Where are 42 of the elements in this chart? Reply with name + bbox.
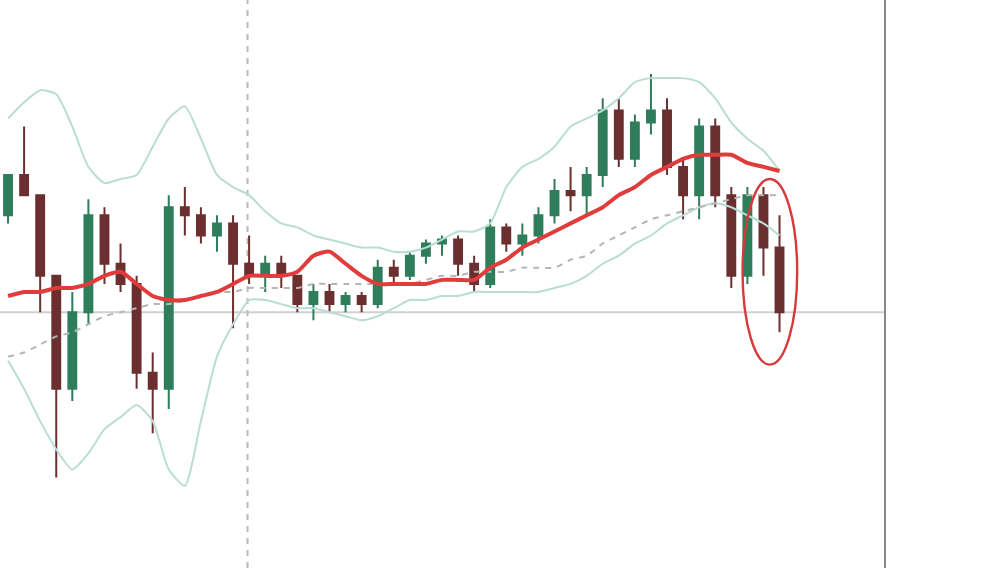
candlestick <box>228 214 238 330</box>
candlestick <box>501 222 512 253</box>
candlestick <box>147 351 158 435</box>
candlestick <box>19 125 30 197</box>
candlestick <box>324 282 335 314</box>
candlestick <box>549 178 560 225</box>
candlestick <box>131 274 142 390</box>
candlestick <box>678 157 689 221</box>
candlestick <box>163 194 174 411</box>
candlestick <box>99 206 110 285</box>
candlestick <box>388 258 399 285</box>
candlestick <box>179 186 190 237</box>
candlestick <box>404 250 415 281</box>
candlestick <box>83 198 94 326</box>
candlestick <box>195 206 206 245</box>
candlestick <box>517 222 528 257</box>
candlestick <box>694 117 705 221</box>
candlestick <box>774 214 785 334</box>
candlestick <box>565 165 576 213</box>
candlestick <box>758 186 769 277</box>
candlestick <box>613 97 624 168</box>
candlestick <box>51 274 62 479</box>
candlestick <box>308 282 319 322</box>
candlestick <box>212 214 222 253</box>
candlestick <box>292 274 303 314</box>
candlestick <box>356 290 367 314</box>
candlestick <box>726 186 737 289</box>
candlestick <box>244 234 255 285</box>
candlestick <box>581 165 592 217</box>
candlestick <box>3 173 13 225</box>
candlestick <box>629 113 640 168</box>
candlestick <box>710 117 721 209</box>
candlestick <box>485 218 496 289</box>
candlestick <box>453 234 464 277</box>
candlestick <box>533 206 544 245</box>
candlestick <box>67 290 78 402</box>
candlestick <box>646 73 656 136</box>
candlestick <box>662 97 672 176</box>
candlestick <box>597 97 608 189</box>
candlestick <box>437 234 447 257</box>
candlestick <box>340 290 351 314</box>
candlestick <box>35 194 46 314</box>
